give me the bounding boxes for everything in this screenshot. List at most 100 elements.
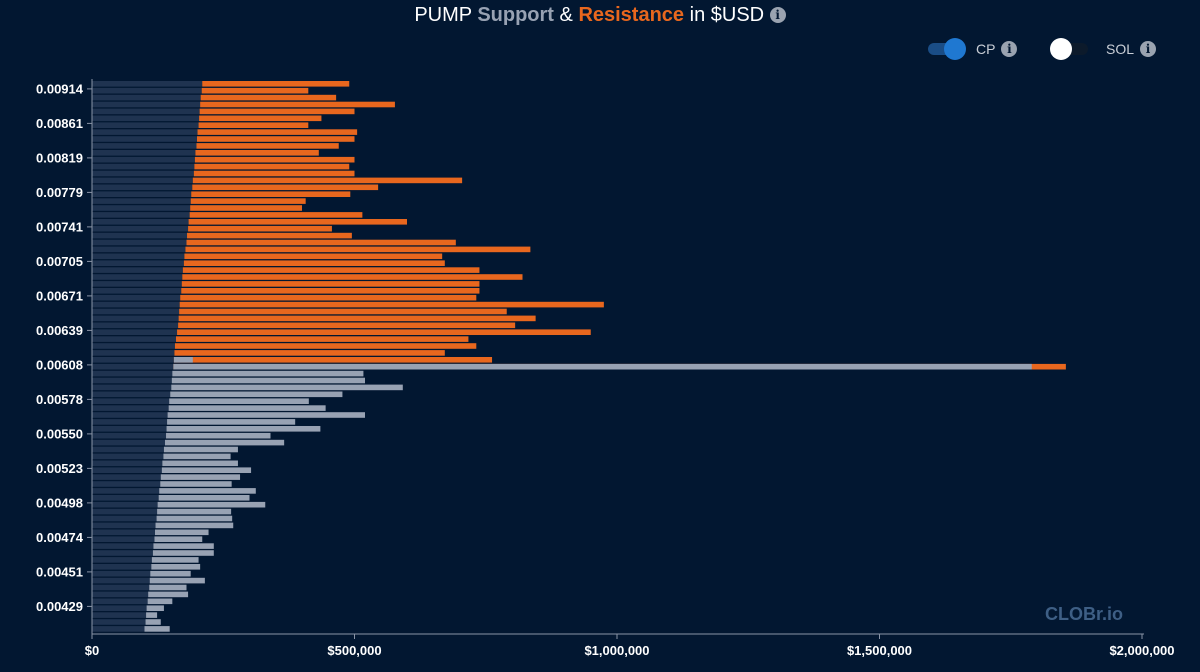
depth-bar xyxy=(92,570,151,577)
x-tick-label: $500,000 xyxy=(327,643,381,658)
sol-toggle[interactable] xyxy=(1050,38,1090,60)
depth-bar xyxy=(92,274,183,280)
title-support: Support xyxy=(477,4,554,26)
resistance-bar xyxy=(189,212,363,218)
support-bar xyxy=(156,515,233,522)
resistance-bar xyxy=(197,129,358,135)
support-bar xyxy=(169,398,309,404)
depth-bar xyxy=(92,329,178,335)
support-bar xyxy=(170,391,343,398)
depth-bar xyxy=(92,253,185,260)
resistance-bar xyxy=(176,336,469,342)
depth-bar xyxy=(92,460,163,467)
depth-bar xyxy=(92,163,195,170)
support-bar xyxy=(167,412,365,418)
depth-bar xyxy=(92,370,173,377)
resistance-bar xyxy=(174,350,445,356)
resistance-bar xyxy=(191,191,351,197)
resistance-bar xyxy=(194,163,350,170)
depth-bar xyxy=(92,577,150,584)
y-tick-label: 0.00523 xyxy=(36,461,83,476)
depth-bar xyxy=(92,619,146,625)
resistance-bar xyxy=(178,315,536,322)
depth-bar xyxy=(92,550,153,556)
x-tick-label: $0 xyxy=(85,643,99,658)
cp-toggle-label: CP xyxy=(976,41,996,57)
depth-bar xyxy=(92,384,172,391)
depth-bar xyxy=(92,343,175,349)
y-tick-label: 0.00474 xyxy=(36,530,84,545)
y-tick-label: 0.00671 xyxy=(36,288,83,303)
depth-bar xyxy=(92,426,167,432)
depth-bar xyxy=(92,294,181,301)
depth-bar xyxy=(92,322,179,329)
title-resistance: Resistance xyxy=(578,4,685,26)
resistance-bar xyxy=(188,225,332,232)
resistance-bar xyxy=(187,232,352,239)
depth-bar xyxy=(92,225,189,232)
support-bar xyxy=(154,536,203,542)
cp-info-icon[interactable]: i xyxy=(1001,41,1018,57)
depth-bar xyxy=(92,377,172,384)
depth-bar xyxy=(92,474,161,480)
support-bar xyxy=(144,626,170,632)
support-bar xyxy=(166,426,321,432)
support-bar xyxy=(147,598,173,605)
y-tick-label: 0.00705 xyxy=(36,254,83,269)
y-tick-label: 0.00498 xyxy=(36,495,83,510)
support-bar xyxy=(155,529,209,536)
depth-bar xyxy=(92,612,147,618)
y-tick-label: 0.00451 xyxy=(36,564,83,579)
support-bar xyxy=(161,467,252,473)
depth-bar xyxy=(92,308,180,315)
depth-bar xyxy=(92,115,200,122)
depth-bar xyxy=(92,591,149,598)
y-tick-label: 0.00741 xyxy=(36,219,83,234)
resistance-bar xyxy=(186,239,456,246)
support-bar xyxy=(163,453,231,460)
support-bar xyxy=(146,612,158,618)
resistance-bar xyxy=(195,150,319,156)
support-bar xyxy=(173,363,1032,370)
y-tick-label: 0.00861 xyxy=(36,116,83,131)
resistance-bar xyxy=(192,184,379,191)
depth-bar xyxy=(92,129,198,135)
depth-bar xyxy=(92,81,203,87)
depth-bar xyxy=(92,363,174,370)
x-tick-label: $1,000,000 xyxy=(584,643,649,658)
depth-bar xyxy=(92,391,171,398)
cp-toggle[interactable] xyxy=(926,38,966,60)
support-bar xyxy=(150,570,191,577)
support-bar xyxy=(148,591,189,598)
depth-bar xyxy=(92,432,167,439)
sol-info-icon[interactable]: i xyxy=(1140,41,1157,57)
support-bar xyxy=(171,384,403,391)
support-bar xyxy=(152,550,214,556)
y-tick-label: 0.00779 xyxy=(36,185,83,200)
depth-bar xyxy=(92,143,197,149)
depth-bar xyxy=(92,198,191,204)
depth-bar xyxy=(92,350,175,356)
support-bar xyxy=(164,439,285,446)
depth-bar xyxy=(92,481,161,487)
resistance-bar xyxy=(197,136,355,142)
depth-bar xyxy=(92,205,191,211)
sol-toggle-group: SOL i xyxy=(1050,38,1157,60)
x-tick-label: $1,500,000 xyxy=(847,643,912,658)
support-bar xyxy=(162,460,238,467)
depth-bar xyxy=(92,557,152,563)
resistance-bar xyxy=(199,108,355,115)
depth-bar xyxy=(92,267,183,273)
resistance-bar xyxy=(183,260,445,266)
depth-bar xyxy=(92,536,155,542)
title-info-icon[interactable]: i xyxy=(769,7,786,23)
depth-bar xyxy=(92,488,160,494)
depth-bar xyxy=(92,281,182,287)
support-bar xyxy=(149,577,205,584)
y-tick-label: 0.00550 xyxy=(36,426,83,441)
support-bar xyxy=(160,481,232,487)
depth-bar xyxy=(92,232,188,239)
depth-bar xyxy=(92,336,176,342)
resistance-bar xyxy=(190,198,306,204)
